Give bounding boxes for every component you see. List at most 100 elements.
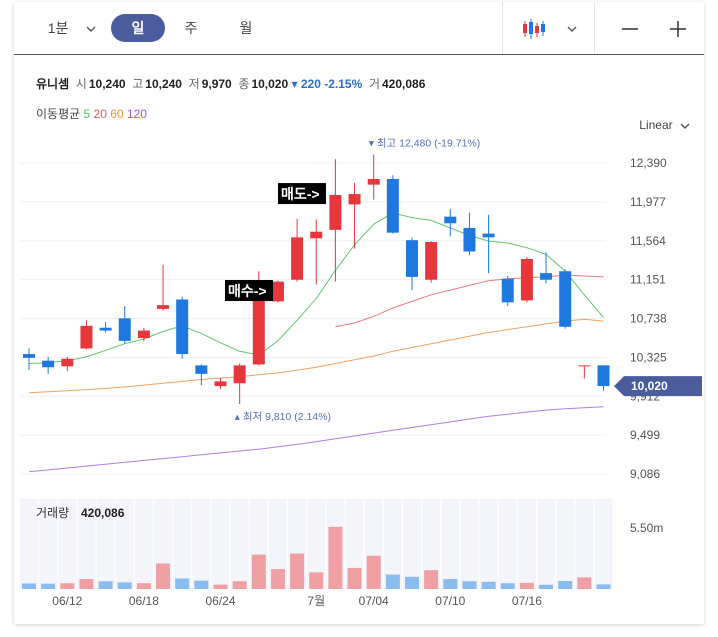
candle-body xyxy=(559,271,572,327)
chevron-down-icon xyxy=(86,26,96,33)
ma-60[interactable]: 60 xyxy=(110,107,124,121)
candle-body xyxy=(214,381,227,387)
price-tick-label: 10,325 xyxy=(630,350,667,364)
volume-column-bg xyxy=(39,499,58,589)
volume-column-bg xyxy=(134,499,153,589)
low-label: 저 xyxy=(188,77,200,91)
volume-bar xyxy=(424,570,439,589)
ma-20[interactable]: 20 xyxy=(93,107,107,121)
tab-day[interactable]: 일 xyxy=(111,14,165,42)
candle-body xyxy=(23,354,35,358)
volume-column-bg xyxy=(115,499,134,589)
volume-bar xyxy=(366,555,381,589)
current-price-badge xyxy=(614,376,702,397)
x-tick-label: 07/16 xyxy=(512,594,542,608)
candle-body xyxy=(195,365,208,374)
volume-bar xyxy=(41,583,56,589)
down-arrow-icon: ▾ xyxy=(291,77,298,91)
ma-label: 이동평균 xyxy=(36,107,81,121)
candle-body xyxy=(520,259,533,301)
x-tick-label: 06/24 xyxy=(205,594,235,608)
toolbar-divider xyxy=(502,2,503,54)
price-tick-label: 9,086 xyxy=(630,467,660,481)
candle-body xyxy=(176,299,189,355)
candle-body xyxy=(444,216,457,224)
ma-120[interactable]: 120 xyxy=(126,107,147,121)
volume-column-bg xyxy=(77,499,96,589)
volume-column-bg xyxy=(479,499,498,589)
ma60-line xyxy=(28,318,604,394)
volume-bar xyxy=(194,580,209,589)
volume-bar xyxy=(558,581,573,589)
volume-column-bg xyxy=(556,499,575,589)
scale-dropdown[interactable]: Linear xyxy=(639,118,690,132)
candle-body xyxy=(597,365,610,387)
volume-label: 거 xyxy=(368,77,380,91)
volume-column-bg xyxy=(96,499,115,589)
stock-name: 유니셈 xyxy=(36,77,70,91)
price-tick-label: 10,738 xyxy=(630,312,667,326)
tab-month[interactable]: 월 xyxy=(230,14,262,42)
change-value: 220 xyxy=(300,77,321,91)
volume-bar xyxy=(60,583,75,589)
volume-bar xyxy=(22,583,36,589)
chart-card: 1분 일 주 월 xyxy=(14,2,704,624)
interval-label: 1분 xyxy=(47,20,69,36)
price-tick-label: 11,151 xyxy=(630,273,666,287)
volume-bar xyxy=(136,583,151,589)
interval-dropdown[interactable]: 1분 xyxy=(42,14,102,42)
volume-column-bg xyxy=(307,499,326,589)
scale-label: Linear xyxy=(639,118,673,132)
current-price-label: 10,020 xyxy=(631,379,668,393)
candle-body xyxy=(233,365,246,384)
chart-type-button[interactable] xyxy=(514,14,584,42)
candle-body xyxy=(271,281,284,302)
min-price-annotation: ▴ 최저 9,810 (2.14%) xyxy=(235,411,331,423)
volume-column-bg xyxy=(192,499,211,589)
x-tick-label: 07/04 xyxy=(359,594,389,608)
price-tick-label: 11,977 xyxy=(630,195,666,209)
x-tick-label: 06/18 xyxy=(129,594,159,608)
candle-body xyxy=(406,240,418,277)
volume-column-bg xyxy=(537,499,556,589)
volume-column-bg xyxy=(460,499,479,589)
candle-body xyxy=(42,360,55,368)
zoom-out-button[interactable] xyxy=(616,14,644,42)
price-tick-label: 9,499 xyxy=(630,428,660,442)
close-label: 종 xyxy=(238,77,250,91)
candle-body xyxy=(310,231,323,239)
volume-bar xyxy=(596,584,611,589)
volume-column-bg xyxy=(211,499,230,589)
zoom-in-button[interactable] xyxy=(664,14,692,42)
volume-bar xyxy=(405,576,419,589)
volume-bar xyxy=(232,581,247,589)
candle-body xyxy=(386,179,399,233)
candle-body xyxy=(61,358,74,367)
price-chart[interactable]: 12,39011,97711,56411,15110,73810,3259,91… xyxy=(14,2,704,622)
trade-label: 매수-> xyxy=(228,283,267,299)
ma-5[interactable]: 5 xyxy=(83,107,91,121)
ma20-line xyxy=(335,274,604,328)
toolbar-divider xyxy=(594,2,595,54)
volume-column-bg xyxy=(58,499,77,589)
tab-label: 주 xyxy=(184,20,198,36)
volume-bar xyxy=(290,553,305,589)
open-label: 시 xyxy=(75,77,87,91)
tab-week[interactable]: 주 xyxy=(175,14,207,42)
candle-body xyxy=(501,278,514,303)
chevron-down-icon xyxy=(567,26,577,33)
chart-toolbar: 1분 일 주 월 xyxy=(14,2,704,55)
price-tick-label: 12,390 xyxy=(630,156,667,170)
candle-body xyxy=(99,327,112,331)
volume-column-bg xyxy=(498,499,517,589)
moving-average-legend: 이동평균 5 20 60 120 xyxy=(36,105,147,122)
high-label: 고 xyxy=(132,77,144,91)
volume-column-bg xyxy=(230,499,249,589)
minus-icon xyxy=(622,28,638,31)
candle-body xyxy=(329,195,342,230)
volume-bar xyxy=(213,584,228,589)
candle-body xyxy=(482,233,495,238)
candle-body xyxy=(425,242,438,280)
volume-bar xyxy=(443,579,458,589)
candle-body xyxy=(578,365,591,367)
